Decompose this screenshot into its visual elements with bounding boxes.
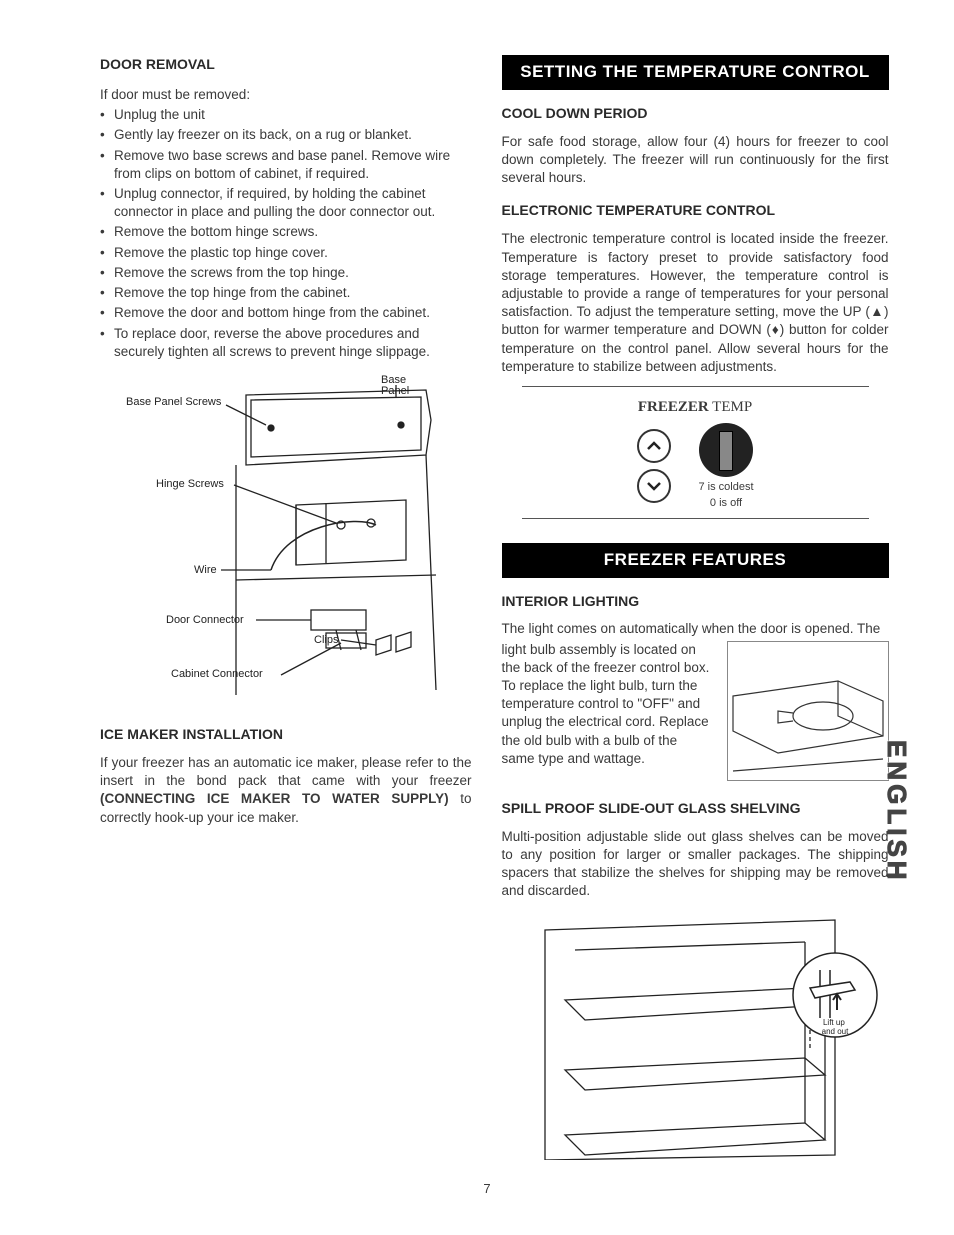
label-base-panel-screws: Base Panel Screws [126, 396, 222, 408]
page-columns: DOOR REMOVAL If door must be removed: Un… [100, 55, 874, 1160]
cool-down-body: For safe food storage, allow four (4) ho… [502, 133, 889, 188]
shelving-heading: SPILL PROOF SLIDE-OUT GLASS SHELVING [502, 799, 889, 818]
interior-wrap: light bulb assembly is located on the ba… [502, 641, 889, 781]
temp-control-banner: SETTING THE TEMPERATURE CONTROL [502, 55, 889, 90]
electronic-heading: ELECTRONIC TEMPERATURE CONTROL [502, 201, 889, 220]
up-button[interactable] [637, 429, 671, 463]
ice-maker-bold: (CONNECTING ICE MAKER TO WATER SUPPLY) [100, 791, 449, 806]
list-item: Remove two base screws and base panel. R… [100, 147, 472, 183]
temp-title-light: TEMP [709, 399, 752, 415]
shelving-diagram: Lift up and out [502, 910, 889, 1160]
label-base-panel: Panel [381, 385, 409, 397]
dial-group: 7 is coldest 0 is off [699, 423, 754, 509]
page-number: 7 [100, 1180, 874, 1198]
right-column: SETTING THE TEMPERATURE CONTROL COOL DOW… [502, 55, 889, 1160]
door-diagram: Base Panel Screws Base Panel Hinge Screw… [100, 375, 472, 705]
door-removal-list: Unplug the unit Gently lay freezer on it… [100, 106, 472, 361]
list-item: To replace door, reverse the above proce… [100, 325, 472, 361]
ice-maker-heading: ICE MAKER INSTALLATION [100, 725, 472, 744]
temp-panel-title: FREEZER TEMP [552, 397, 839, 417]
lightbulb-svg [728, 641, 888, 781]
cool-down-heading: COOL DOWN PERIOD [502, 104, 889, 123]
chevron-up-icon [646, 441, 662, 451]
shelving-body: Multi-position adjustable slide out glas… [502, 828, 889, 901]
lightbulb-diagram [727, 641, 889, 781]
shelving-svg: Lift up and out [505, 910, 885, 1160]
door-removal-heading: DOOR REMOVAL [100, 55, 472, 74]
interior-body: light bulb assembly is located on the ba… [502, 641, 713, 769]
chevron-down-icon [646, 481, 662, 491]
electronic-body: The electronic temperature control is lo… [502, 230, 889, 376]
list-item: Remove the door and bottom hinge from th… [100, 304, 472, 322]
list-item: Gently lay freezer on its back, on a rug… [100, 126, 472, 144]
label-cabinet-connector: Cabinet Connector [171, 668, 263, 680]
list-item: Unplug the unit [100, 106, 472, 124]
freezer-features-banner: FREEZER FEATURES [502, 543, 889, 578]
list-item: Remove the screws from the top hinge. [100, 264, 472, 282]
dial-caption-1: 7 is coldest [699, 481, 754, 493]
temp-panel: FREEZER TEMP 7 is coldest 0 is off [522, 386, 869, 518]
list-item: Remove the top hinge from the cabinet. [100, 284, 472, 302]
temp-title-bold: FREEZER [638, 399, 709, 415]
ice-maker-body: If your freezer has an automatic ice mak… [100, 754, 472, 827]
door-diagram-svg: Base Panel Screws Base Panel Hinge Screw… [126, 375, 446, 705]
label-door-connector: Door Connector [166, 614, 244, 626]
interior-lead: The light comes on automatically when th… [502, 620, 889, 638]
down-button[interactable] [637, 469, 671, 503]
shelf-callout: Lift up and out [822, 1018, 849, 1036]
dial-caption-2: 0 is off [699, 497, 754, 509]
list-item: Remove the bottom hinge screws. [100, 223, 472, 241]
door-removal-intro: If door must be removed: [100, 86, 472, 104]
label-clips: Clips [314, 634, 339, 646]
temperature-dial[interactable] [699, 423, 753, 477]
language-tab: ENGLISH [879, 740, 914, 884]
ice-maker-text-1: If your freezer has an automatic ice mak… [100, 755, 472, 788]
temp-controls-row: 7 is coldest 0 is off [552, 423, 839, 509]
left-column: DOOR REMOVAL If door must be removed: Un… [100, 55, 472, 1160]
interior-lighting-heading: INTERIOR LIGHTING [502, 592, 889, 611]
list-item: Unplug connector, if required, by holdin… [100, 185, 472, 221]
list-item: Remove the plastic top hinge cover. [100, 244, 472, 262]
label-hinge-screws: Hinge Screws [156, 478, 224, 490]
arrow-stack [637, 429, 671, 503]
label-wire: Wire [194, 564, 217, 576]
